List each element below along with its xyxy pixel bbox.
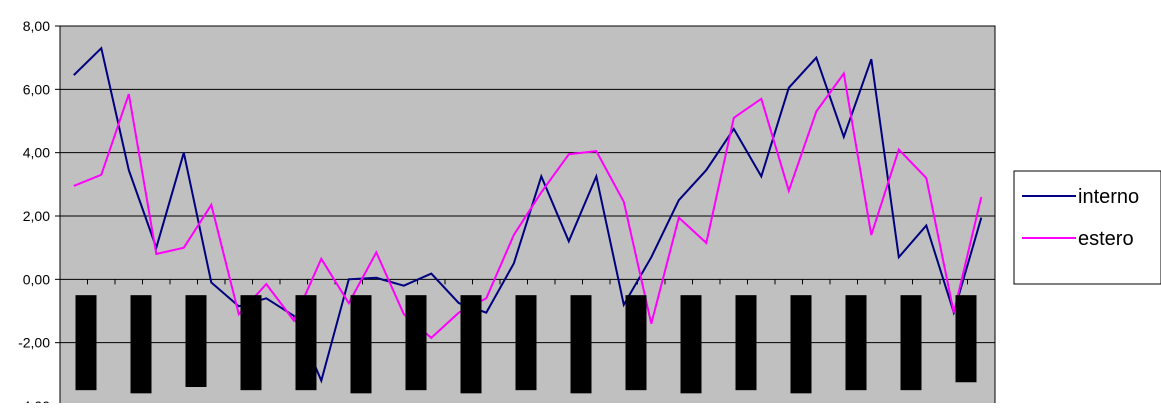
bar-block (240, 295, 262, 391)
legend-label-estero: estero (1078, 228, 1134, 250)
bar-block (295, 295, 317, 391)
series-line-estero (73, 70, 983, 340)
bar-block (405, 295, 427, 391)
bar-block (460, 295, 482, 394)
legend-label-interno: interno (1078, 186, 1139, 208)
bar-block (900, 295, 922, 391)
bar-block (75, 295, 97, 391)
bar-block (570, 295, 592, 394)
y-tick-label: 6,00 (23, 81, 50, 97)
y-tick-label: 2,00 (23, 208, 50, 224)
bar-block (625, 295, 647, 391)
bar-block (790, 295, 812, 394)
y-tick-label: -4,00 (18, 398, 50, 403)
bar-block (955, 295, 977, 383)
bar-block (185, 295, 207, 387)
bar-block (845, 295, 867, 391)
bar-block (515, 295, 537, 391)
series-line-interno (73, 46, 983, 384)
bar-block (130, 295, 152, 394)
legend: interno estero (1013, 170, 1161, 285)
y-tick-label: -2,00 (18, 335, 50, 351)
y-tick-label: 4,00 (23, 145, 50, 161)
bar-block (680, 295, 702, 394)
legend-box (1013, 170, 1161, 285)
bar-block (735, 295, 757, 391)
y-tick-label: 0,00 (23, 271, 50, 287)
bar-block (350, 295, 372, 394)
y-tick-label: 8,00 (23, 18, 50, 34)
